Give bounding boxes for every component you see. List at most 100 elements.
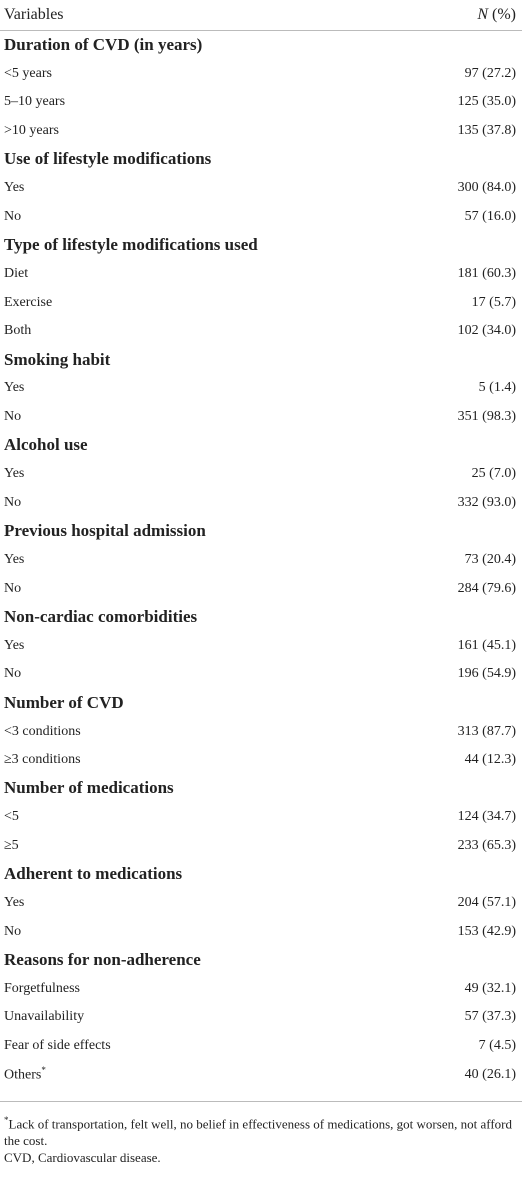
label-cell: >10 years — [4, 123, 59, 139]
label-cell: Exercise — [4, 295, 52, 311]
table-row: No 332 (93.0) — [0, 489, 522, 518]
table-row: Fear of side effects 7 (4.5) — [0, 1032, 522, 1061]
section-title: Previous hospital admission — [4, 521, 206, 541]
row-label: No — [4, 923, 22, 939]
table-row: 5–10 years 125 (35.0) — [0, 88, 522, 117]
row-label: 5–10 years — [4, 94, 66, 110]
value-cell: 44 (12.3) — [464, 752, 516, 768]
value-cell: 196 (54.9) — [457, 666, 516, 682]
label-cell: Others* — [4, 1065, 46, 1084]
label-cell: <5 years — [4, 66, 52, 82]
label-cell: No — [4, 409, 21, 425]
label-cell: Forgetfulness — [4, 981, 80, 997]
footnote-text: *Lack of transportation, felt well, no b… — [4, 1112, 518, 1149]
value-cell: 73 (20.4) — [464, 551, 516, 567]
section-title: Use of lifestyle modifications — [4, 149, 212, 169]
row-label: Yes — [4, 637, 25, 653]
row-label: Exercise — [4, 294, 53, 310]
label-cell: No — [4, 924, 21, 940]
row-label: Yes — [4, 180, 25, 196]
section-title: Type of lifestyle modifications used — [4, 235, 258, 255]
value-cell: 17 (5.7) — [471, 294, 516, 310]
table-row: Yes 25 (7.0) — [0, 460, 522, 489]
table-row: Forgetfulness 49 (32.1) — [0, 975, 522, 1004]
row-label: ≥5 — [4, 837, 19, 853]
section-title: Alcohol use — [4, 435, 88, 455]
label-cell: <5 — [4, 809, 19, 825]
row-label: No — [4, 208, 22, 224]
value-cell: 49 (32.1) — [464, 980, 516, 996]
row-label: <5 years — [4, 65, 52, 81]
label-cell: Yes — [4, 638, 24, 654]
section-title: Number of medications — [4, 778, 174, 798]
section-title: Non-cardiac comorbidities — [4, 606, 198, 626]
row-label: Both — [4, 323, 32, 339]
label-cell: Unavailability — [4, 1009, 84, 1025]
table-body: Duration of CVD (in years) <5 years 97 (27… — [0, 31, 522, 1089]
table-row: Both 102 (34.0) — [0, 317, 522, 346]
section-title: Smoking habit — [4, 349, 111, 369]
table-row: No 196 (54.9) — [0, 660, 522, 689]
label-cell: Yes — [4, 380, 24, 396]
label-cell: No — [4, 666, 21, 682]
abbreviation: CVD, Cardiovascular disease. — [4, 1150, 161, 1166]
value-cell: 25 (7.0) — [471, 466, 516, 482]
table-row: Unavailability 57 (37.3) — [0, 1003, 522, 1032]
label-cell: Fear of side effects — [4, 1038, 111, 1054]
value-cell: 7 (4.5) — [478, 1038, 516, 1054]
label-cell: ≥5 — [4, 838, 19, 854]
row-label: Yes — [4, 551, 25, 567]
row-label: Yes — [4, 466, 25, 482]
value-cell: 204 (57.1) — [457, 895, 516, 911]
header-cell: Variables — [4, 6, 64, 23]
table-row: ≥3 conditions 44 (12.3) — [0, 746, 522, 775]
section-title: Number of CVD — [4, 692, 124, 712]
label-cell: Yes — [4, 895, 24, 911]
header-row: Variables N (%) — [0, 0, 522, 31]
header-n: N — [477, 6, 489, 23]
value-cell: 300 (84.0) — [457, 180, 516, 196]
label-cell: 5–10 years — [4, 94, 65, 110]
table-row: ≥5 233 (65.3) — [0, 832, 522, 861]
section-title: Reasons for non-adherence — [4, 950, 201, 969]
label-cell: No — [4, 495, 21, 511]
table-row: <3 conditions 313 (87.7) — [0, 717, 522, 746]
value-cell: 125 (35.0) — [457, 94, 516, 110]
value-cell: 124 (34.7) — [457, 809, 516, 825]
row-label: No — [4, 494, 22, 510]
table-row: Yes 5 (1.4) — [0, 374, 522, 403]
table-row: <5 124 (34.7) — [0, 803, 522, 832]
row-label: Others — [4, 1068, 42, 1083]
header-cell: N (%) — [477, 6, 516, 24]
table-row: Yes 300 (84.0) — [0, 174, 522, 203]
row-label: Diet — [4, 266, 29, 282]
value-cell: 161 (45.1) — [457, 637, 516, 653]
row-label: Unavailability — [4, 1009, 85, 1025]
row-label: No — [4, 580, 22, 596]
footnote: *Lack of transportation, felt well, no b… — [0, 1100, 522, 1166]
row-label: No — [4, 409, 22, 425]
table-row: Yes 204 (57.1) — [0, 889, 522, 918]
section-title: Adherent to medications — [4, 864, 183, 884]
value-cell: 181 (60.3) — [457, 266, 516, 282]
value-cell: 313 (87.7) — [457, 723, 516, 739]
label-cell: Yes — [4, 180, 24, 196]
value-cell: 233 (65.3) — [457, 837, 516, 853]
value-cell: 40 (26.1) — [464, 1066, 516, 1082]
value-cell: 332 (93.0) — [457, 494, 516, 510]
label-cell: <3 conditions — [4, 724, 81, 740]
value-cell: 102 (34.0) — [457, 323, 516, 339]
table-row: Others* 40 (26.1) — [0, 1060, 522, 1089]
row-label: >10 years — [4, 123, 59, 139]
row-label: Forgetfulness — [4, 980, 80, 996]
footnote-body: Lack of transportation, felt well, no be… — [4, 1116, 512, 1149]
table-row: No 351 (98.3) — [0, 403, 522, 432]
table-row: No 57 (16.0) — [0, 203, 522, 232]
row-label: Fear of side effects — [4, 1038, 111, 1054]
label-cell: No — [4, 581, 21, 597]
label-cell: ≥3 conditions — [4, 752, 81, 768]
value-cell: 5 (1.4) — [478, 380, 516, 396]
value-cell: 57 (37.3) — [464, 1009, 516, 1025]
header-pct: (%) — [492, 6, 516, 23]
